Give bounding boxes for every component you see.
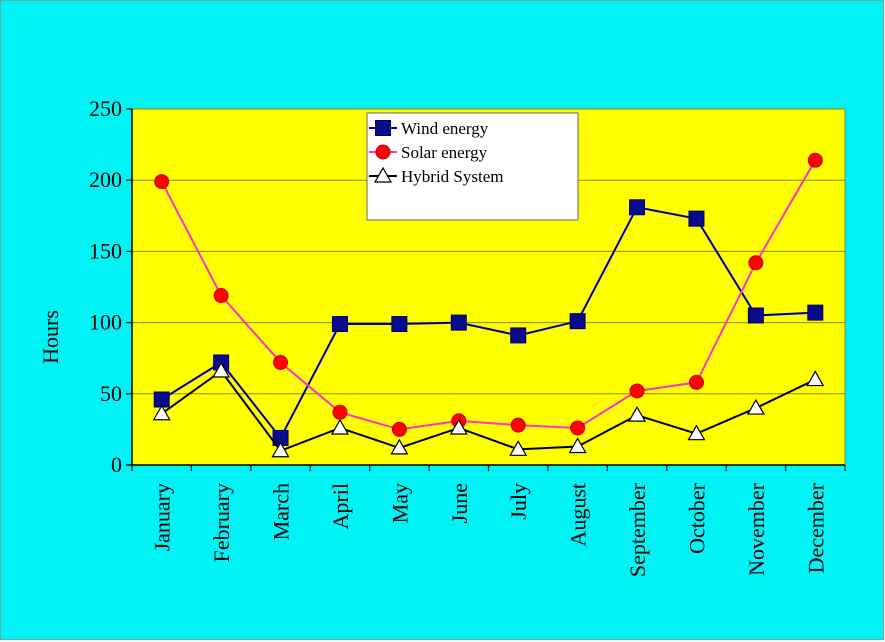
data-point: [390, 438, 409, 455]
data-point: [375, 144, 391, 160]
axes: [131, 109, 845, 466]
series-line: [160, 159, 817, 431]
legend-item: Solar energy: [369, 143, 488, 162]
y-tick-label: 200: [89, 167, 122, 192]
y-tick-labels: 0 50 100 150 200 250: [89, 96, 122, 477]
x-tick-label: January: [150, 483, 175, 551]
data-point: [688, 210, 705, 227]
x-tick-label: December: [803, 482, 828, 573]
data-point: [331, 316, 348, 333]
x-tick-label: March: [269, 483, 294, 540]
data-point: [747, 307, 764, 324]
data-point: [687, 424, 706, 441]
data-point: [273, 354, 289, 370]
x-tick-label: February: [209, 483, 234, 562]
data-point: [748, 255, 764, 271]
legend-label: Hybrid System: [401, 167, 503, 186]
x-tick-label: October: [684, 482, 709, 554]
x-tick-label: June: [447, 483, 472, 523]
data-point: [510, 327, 527, 344]
legend-item: Wind energy: [369, 119, 489, 138]
data-point: [568, 437, 587, 454]
legend-item: Hybrid System: [369, 166, 503, 186]
data-point: [806, 370, 825, 387]
series-wind-energy: [153, 199, 824, 446]
data-point: [212, 361, 231, 378]
x-tick-labels: January February March April May June July Augu…: [150, 482, 829, 577]
data-point: [570, 420, 586, 436]
data-point: [330, 418, 349, 435]
y-axis-label: Hours: [38, 310, 63, 364]
data-point: [628, 405, 647, 422]
y-tick-label: 50: [100, 381, 122, 406]
data-point: [510, 417, 526, 433]
y-tick-label: 0: [111, 452, 122, 477]
data-point: [391, 316, 408, 333]
y-tick-label: 100: [89, 310, 122, 335]
series-group: [152, 152, 825, 458]
x-tick-label: August: [566, 483, 591, 547]
data-point: [332, 404, 348, 420]
legend-label: Solar energy: [401, 143, 488, 162]
data-point: [373, 166, 393, 183]
legend: Wind energy Solar energy Hybrid System: [366, 112, 579, 221]
data-point: [629, 383, 645, 399]
data-point: [746, 398, 765, 415]
legend-label: Wind energy: [401, 119, 489, 138]
series-line: [161, 206, 816, 440]
data-point: [152, 404, 171, 421]
x-tick-label: November: [744, 482, 769, 576]
x-tick-label: July: [506, 483, 531, 520]
data-point: [569, 313, 586, 330]
x-tick-label: April: [328, 483, 353, 529]
data-point: [271, 441, 290, 458]
x-tick-label: September: [625, 482, 650, 577]
series-line: [161, 369, 816, 452]
data-point: [154, 174, 170, 190]
data-point: [449, 418, 468, 435]
data-point: [391, 421, 407, 437]
legend-box: [366, 112, 579, 221]
data-point: [688, 374, 704, 390]
data-point: [375, 120, 391, 136]
x-tick-label: May: [387, 483, 412, 523]
series-hybrid-system: [152, 361, 825, 458]
y-tick-label: 150: [89, 238, 122, 263]
data-point: [629, 199, 646, 216]
data-point: [807, 304, 824, 321]
data-point: [509, 440, 528, 456]
data-point: [213, 288, 229, 304]
data-point: [807, 152, 823, 168]
y-tick-label: 250: [89, 96, 122, 121]
data-point: [450, 314, 467, 331]
